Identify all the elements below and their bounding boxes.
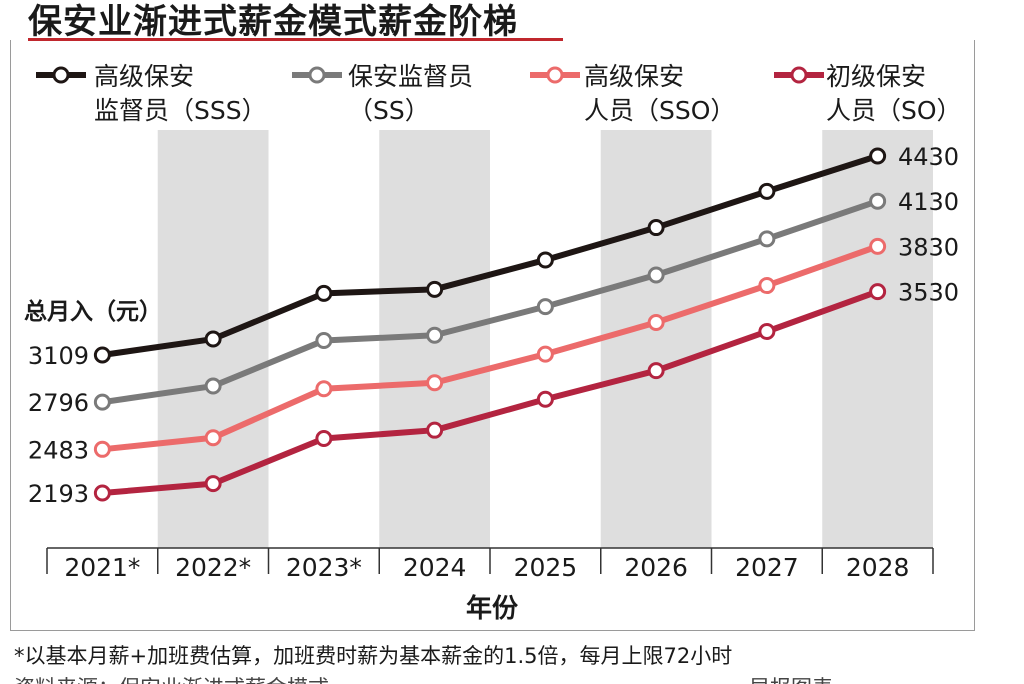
- data-point: [758, 323, 776, 341]
- x-tick-label: 2025: [514, 553, 578, 582]
- data-point: [647, 266, 665, 284]
- legend-sso-line2: 人员（SSO）: [584, 96, 736, 125]
- data-point: [647, 362, 665, 380]
- data-point: [869, 237, 887, 255]
- data-point: [315, 284, 333, 302]
- data-point: [426, 374, 444, 392]
- end-value-label: 3530: [898, 279, 959, 307]
- shaded-band: [600, 130, 712, 548]
- data-point: [869, 192, 887, 210]
- data-point: [536, 345, 554, 363]
- data-point: [758, 277, 776, 295]
- legend-marker-ss: [292, 66, 342, 84]
- data-point: [536, 298, 554, 316]
- series-line: [99, 198, 881, 406]
- x-tick-label: 2026: [624, 553, 688, 582]
- data-point: [315, 380, 333, 398]
- data-point: [869, 283, 887, 301]
- data-point: [536, 251, 554, 269]
- series-line: [99, 243, 881, 453]
- start-value-label: 2796: [28, 389, 89, 417]
- data-point: [426, 280, 444, 298]
- legend-item-so: 初级保安人员（SO）: [826, 60, 962, 128]
- legend-sss-line1: 高级保安: [94, 62, 195, 91]
- data-point: [204, 377, 222, 395]
- x-tick-label: 2024: [403, 553, 467, 582]
- legend-item-sso: 高级保安人员（SSO）: [584, 60, 735, 128]
- series-line: [99, 153, 881, 359]
- y-axis-label: 总月入（元）: [24, 299, 162, 325]
- legend-so-line2: 人员（SO）: [826, 96, 962, 125]
- data-point: [536, 390, 554, 408]
- legend-ss-line2: （SS）: [348, 96, 430, 125]
- x-tick-label: 2023*: [286, 553, 362, 582]
- data-point: [204, 429, 222, 447]
- start-value-label: 3109: [28, 342, 89, 370]
- data-point: [93, 440, 111, 458]
- footnote: *以基本月薪+加班费估算，加班费时薪为基本薪金的1.5倍，每月上限72小时: [14, 644, 733, 668]
- end-value-label: 4130: [898, 188, 959, 216]
- legend-item-ss: 保安监督员 （SS）: [348, 60, 473, 128]
- legend-sso-line1: 高级保安: [584, 62, 685, 91]
- x-axis-label: 年份: [466, 594, 519, 624]
- chart-title: 保安业渐进式薪金模式薪金阶梯: [28, 2, 518, 42]
- data-point: [869, 147, 887, 165]
- start-value-label: 2483: [28, 436, 89, 464]
- footnote-cut-line: 资料来源：保安业渐进式薪金模式 早报图表: [14, 672, 934, 684]
- x-tick-label: 2027: [735, 553, 799, 582]
- data-point: [315, 429, 333, 447]
- series-line: [99, 288, 881, 496]
- data-point: [426, 326, 444, 344]
- title-underline: [28, 38, 563, 41]
- legend-so-line1: 初级保安: [826, 62, 927, 91]
- data-point: [93, 346, 111, 364]
- x-tick-label: 2021*: [64, 553, 140, 582]
- data-point: [426, 421, 444, 439]
- chart-frame: [10, 40, 975, 631]
- data-point: [204, 475, 222, 493]
- data-point: [315, 332, 333, 350]
- data-point: [758, 182, 776, 200]
- legend-marker-so: [774, 66, 824, 84]
- x-tick-label: 2028: [846, 553, 910, 582]
- data-point: [93, 484, 111, 502]
- data-point: [647, 313, 665, 331]
- data-point: [758, 230, 776, 248]
- data-point: [647, 219, 665, 237]
- data-point: [204, 330, 222, 348]
- end-value-label: 3830: [898, 233, 959, 261]
- legend-marker-sss: [36, 66, 86, 84]
- data-point: [93, 393, 111, 411]
- legend-sss-line2: 监督员（SSS）: [94, 96, 267, 125]
- start-value-label: 2193: [28, 480, 89, 508]
- x-tick-label: 2022*: [175, 553, 251, 582]
- legend-item-sss: 高级保安监督员（SSS）: [94, 60, 267, 128]
- legend-ss-line1: 保安监督员: [348, 62, 474, 91]
- end-value-label: 4430: [898, 143, 959, 171]
- legend-marker-sso: [530, 66, 580, 84]
